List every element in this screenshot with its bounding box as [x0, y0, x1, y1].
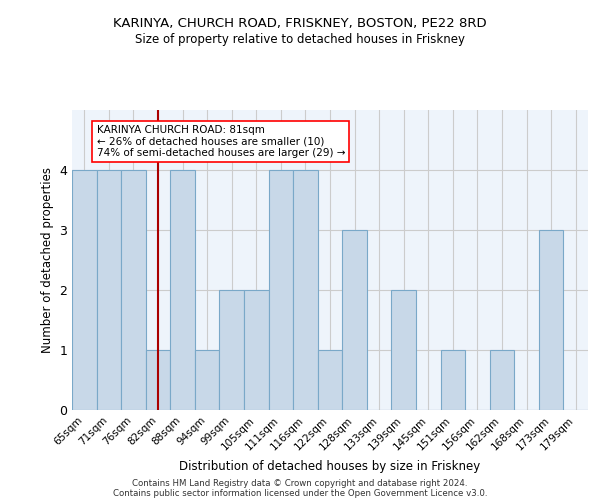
- Bar: [220, 290, 244, 410]
- Bar: [170, 170, 195, 410]
- Bar: [490, 350, 514, 410]
- Bar: [97, 170, 121, 410]
- Text: KARINYA CHURCH ROAD: 81sqm
← 26% of detached houses are smaller (10)
74% of semi: KARINYA CHURCH ROAD: 81sqm ← 26% of deta…: [97, 125, 345, 158]
- Bar: [72, 170, 97, 410]
- Bar: [244, 290, 269, 410]
- Text: Contains public sector information licensed under the Open Government Licence v3: Contains public sector information licen…: [113, 488, 487, 498]
- Bar: [440, 350, 465, 410]
- Bar: [269, 170, 293, 410]
- Text: KARINYA, CHURCH ROAD, FRISKNEY, BOSTON, PE22 8RD: KARINYA, CHURCH ROAD, FRISKNEY, BOSTON, …: [113, 18, 487, 30]
- Bar: [195, 350, 220, 410]
- Bar: [121, 170, 146, 410]
- Bar: [146, 350, 170, 410]
- Y-axis label: Number of detached properties: Number of detached properties: [41, 167, 53, 353]
- Bar: [293, 170, 318, 410]
- X-axis label: Distribution of detached houses by size in Friskney: Distribution of detached houses by size …: [179, 460, 481, 473]
- Bar: [391, 290, 416, 410]
- Bar: [539, 230, 563, 410]
- Text: Size of property relative to detached houses in Friskney: Size of property relative to detached ho…: [135, 32, 465, 46]
- Text: Contains HM Land Registry data © Crown copyright and database right 2024.: Contains HM Land Registry data © Crown c…: [132, 478, 468, 488]
- Bar: [342, 230, 367, 410]
- Bar: [318, 350, 342, 410]
